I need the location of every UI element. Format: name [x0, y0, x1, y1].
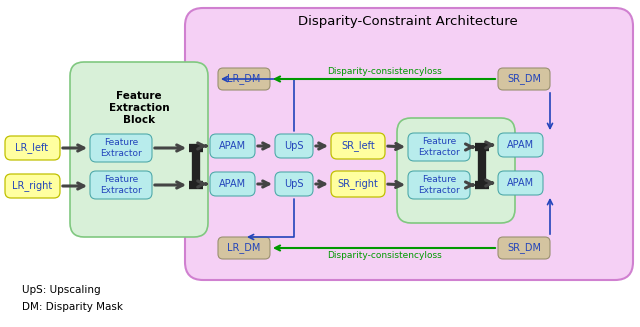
- Text: Feature
Extractor: Feature Extractor: [418, 175, 460, 195]
- FancyBboxPatch shape: [397, 118, 515, 223]
- Text: APAM: APAM: [506, 140, 534, 150]
- Text: Feature
Extractor: Feature Extractor: [100, 175, 142, 195]
- FancyBboxPatch shape: [5, 174, 60, 198]
- FancyBboxPatch shape: [218, 237, 270, 259]
- Text: LR_right: LR_right: [12, 181, 52, 191]
- Text: APAM: APAM: [218, 179, 246, 189]
- FancyBboxPatch shape: [210, 172, 255, 196]
- Text: Feature
Extraction
Block: Feature Extraction Block: [109, 92, 170, 125]
- Text: LR_DM: LR_DM: [227, 243, 260, 253]
- FancyBboxPatch shape: [498, 171, 543, 195]
- Text: Disparity-Constraint Architecture: Disparity-Constraint Architecture: [298, 15, 518, 28]
- FancyBboxPatch shape: [275, 134, 313, 158]
- Text: SR_DM: SR_DM: [507, 243, 541, 253]
- FancyBboxPatch shape: [218, 68, 270, 90]
- FancyBboxPatch shape: [90, 171, 152, 199]
- Text: Feature
Extractor: Feature Extractor: [100, 138, 142, 158]
- FancyBboxPatch shape: [331, 171, 385, 197]
- FancyBboxPatch shape: [210, 134, 255, 158]
- Text: Disparity-consistencyloss: Disparity-consistencyloss: [326, 67, 442, 77]
- FancyBboxPatch shape: [498, 68, 550, 90]
- Text: UpS: Upscaling: UpS: Upscaling: [22, 285, 100, 295]
- Text: DM: Disparity Mask: DM: Disparity Mask: [22, 302, 123, 312]
- Text: APAM: APAM: [506, 178, 534, 188]
- FancyBboxPatch shape: [90, 134, 152, 162]
- FancyBboxPatch shape: [331, 133, 385, 159]
- FancyBboxPatch shape: [498, 133, 543, 157]
- Text: SR_right: SR_right: [337, 179, 378, 189]
- Text: Disparity-consistencyloss: Disparity-consistencyloss: [326, 251, 442, 261]
- FancyBboxPatch shape: [408, 171, 470, 199]
- FancyBboxPatch shape: [5, 136, 60, 160]
- FancyBboxPatch shape: [498, 237, 550, 259]
- FancyBboxPatch shape: [70, 62, 208, 237]
- Text: UpS: UpS: [284, 179, 304, 189]
- Text: SR_DM: SR_DM: [507, 74, 541, 84]
- FancyBboxPatch shape: [408, 133, 470, 161]
- Text: Feature
Extractor: Feature Extractor: [418, 137, 460, 157]
- FancyBboxPatch shape: [275, 172, 313, 196]
- Text: UpS: UpS: [284, 141, 304, 151]
- Text: LR_DM: LR_DM: [227, 74, 260, 84]
- Text: APAM: APAM: [218, 141, 246, 151]
- Text: LR_left: LR_left: [15, 143, 49, 153]
- FancyBboxPatch shape: [185, 8, 633, 280]
- Text: SR_left: SR_left: [341, 141, 375, 151]
